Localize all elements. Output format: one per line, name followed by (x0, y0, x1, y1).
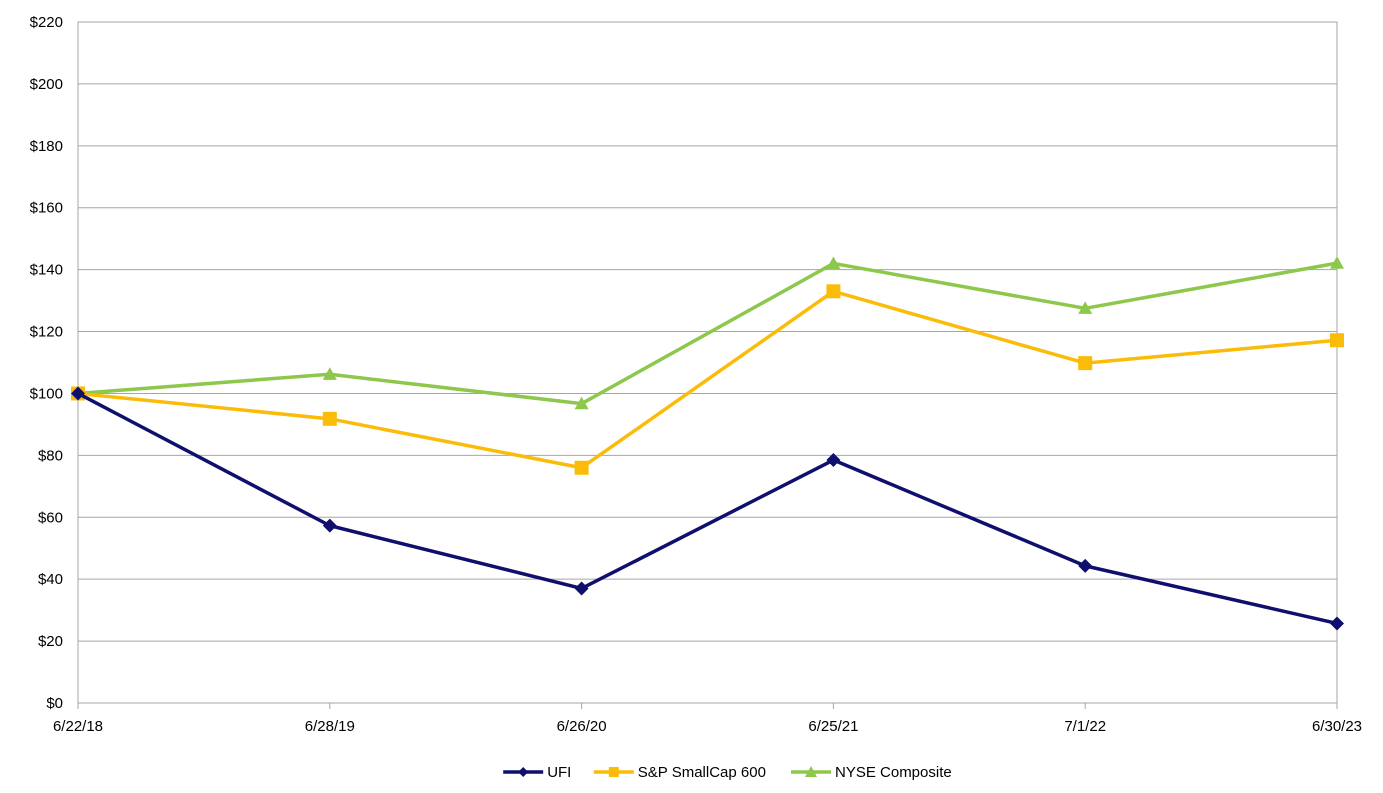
legend-item-nyse-composite: NYSE Composite (791, 764, 952, 781)
plot-area (77, 21, 1338, 704)
x-tick-label: 6/30/23 (1312, 718, 1362, 735)
series-line-s-p-smallcap-600 (77, 289, 1338, 470)
legend-marker-shape (608, 767, 619, 777)
y-tick-label: $100 (30, 385, 63, 402)
y-axis-tick-labels: $0 $20 $40 $60 $80 $100 $120 $140 $160 $180 $200 $2… (30, 14, 63, 712)
legend: UFI S&P SmallCap 600 NYSE Composite (503, 764, 952, 781)
legend-marker (608, 767, 619, 777)
y-tick-label: $200 (30, 76, 63, 93)
data-point-ufi (1330, 616, 1344, 631)
legend-item-s-p-smallcap-600: S&P SmallCap 600 (593, 764, 766, 781)
data-point-s-p-smallcap-600 (826, 284, 841, 299)
x-tick-label: 6/28/19 (305, 718, 355, 735)
y-tick-label: $180 (30, 138, 63, 155)
legend-label: S&P SmallCap 600 (638, 764, 766, 781)
data-point-s-p-smallcap-600 (1330, 333, 1344, 348)
x-tick-label: 6/22/18 (53, 718, 103, 735)
series-group (71, 256, 1344, 631)
legend-marker (805, 766, 817, 777)
data-point-ufi (1078, 558, 1093, 573)
y-tick-label: $60 (38, 509, 63, 526)
data-point-ufi (322, 518, 337, 533)
data-point-ufi (826, 453, 841, 468)
y-tick-label: $220 (30, 14, 63, 31)
series-line-ufi (77, 391, 1338, 626)
legend-marker-shape (805, 766, 817, 777)
legend-marker (518, 767, 529, 777)
series-ufi (71, 386, 1344, 631)
data-point-ufi (574, 581, 589, 596)
legend-label: NYSE Composite (835, 764, 952, 781)
data-point-nyse-composite (322, 367, 337, 380)
x-tick-label: 7/1/22 (1064, 718, 1106, 735)
x-tick-label: 6/25/21 (808, 718, 858, 735)
data-point-nyse-composite (1330, 256, 1344, 269)
data-point-s-p-smallcap-600 (322, 411, 337, 426)
y-tick-label: $120 (30, 324, 63, 341)
data-point-s-p-smallcap-600 (574, 460, 589, 475)
data-point-nyse-composite (574, 396, 589, 410)
x-tick-label: 6/26/20 (557, 718, 607, 735)
data-point-s-p-smallcap-600 (1078, 356, 1093, 371)
x-axis-tick-labels: 6/22/18 6/28/19 6/26/20 6/25/21 7/1/22 6/30/2… (53, 703, 1362, 735)
y-tick-label: $20 (38, 633, 63, 650)
y-tick-label: $160 (30, 200, 63, 217)
series-line-nyse-composite (77, 261, 1338, 406)
y-tick-label: $140 (30, 262, 63, 279)
legend-item-ufi: UFI (503, 764, 571, 781)
data-point-nyse-composite (1078, 301, 1093, 314)
y-tick-label: $0 (46, 695, 63, 712)
y-tick-label: $40 (38, 571, 63, 588)
legend-label: UFI (547, 764, 571, 781)
data-point-ufi (71, 386, 85, 401)
gridlines (78, 83, 1337, 642)
data-point-nyse-composite (826, 256, 841, 270)
y-tick-label: $80 (38, 447, 63, 464)
legend-marker-shape (518, 767, 529, 777)
